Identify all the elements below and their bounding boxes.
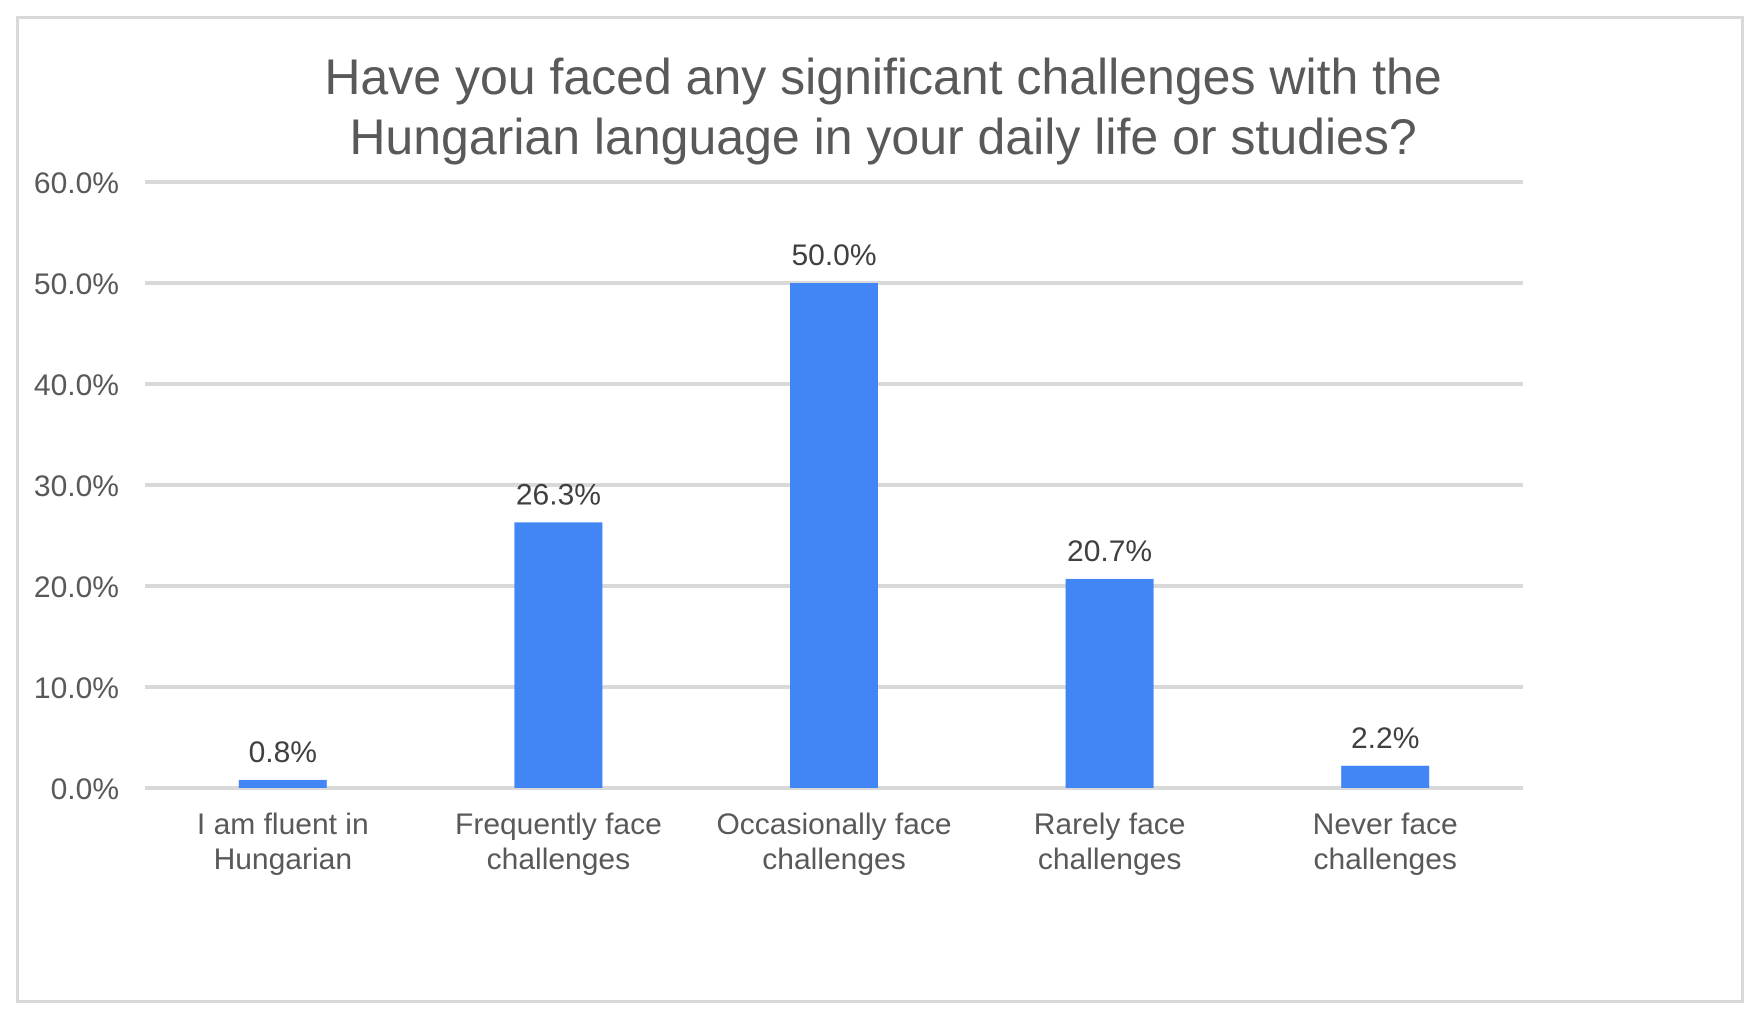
y-tick-label: 0.0% — [51, 773, 119, 806]
y-tick-label: 30.0% — [34, 470, 119, 503]
category-label: Occasionally face challenges — [716, 808, 951, 876]
chart-title: Have you faced any significant challenge… — [324, 49, 1442, 165]
category-label: Never face challenges — [1313, 808, 1458, 876]
y-tick-label: 50.0% — [34, 268, 119, 301]
data-label: 26.3% — [516, 478, 601, 511]
data-label: 20.7% — [1067, 535, 1152, 568]
y-tick-label: 10.0% — [34, 672, 119, 705]
bar — [1341, 765, 1430, 788]
y-tick-label: 60.0% — [34, 167, 119, 200]
bar — [790, 283, 878, 788]
category-label: I am fluent in Hungarian — [197, 808, 369, 876]
y-tick-label: 20.0% — [34, 571, 119, 604]
category-label: Rarely face challenges — [1034, 808, 1186, 876]
category-label: Frequently face challenges — [455, 808, 662, 876]
chart-frame: Have you faced any significant challenge… — [16, 16, 1744, 1003]
data-label: 0.8% — [249, 736, 317, 769]
data-label: 2.2% — [1351, 722, 1419, 755]
y-tick-label: 40.0% — [34, 369, 119, 402]
bar — [1065, 578, 1154, 788]
bar — [514, 522, 603, 788]
bar-chart: 0.0% 10.0% 20.0% 30.0% 40.0% 50.0% 60.0% 0.8% I … — [34, 167, 1523, 876]
bar — [238, 779, 327, 788]
data-label: 50.0% — [791, 239, 876, 272]
